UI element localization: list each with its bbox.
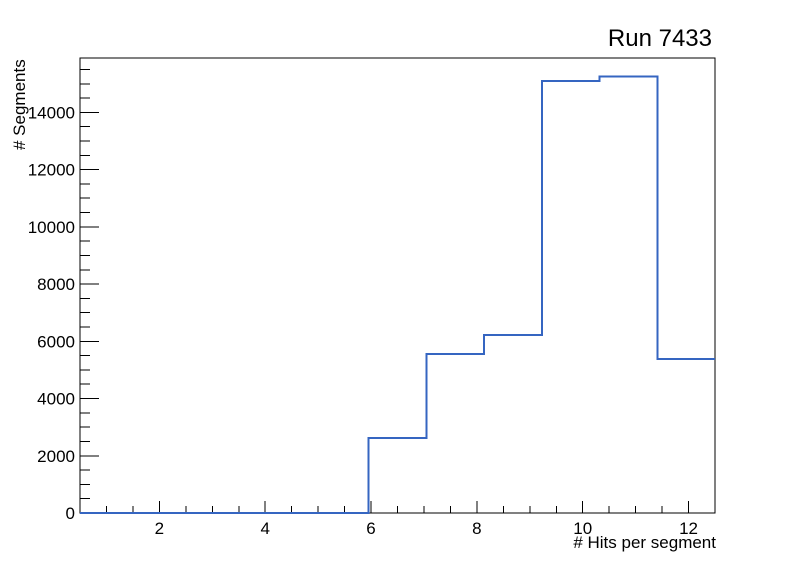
y-tick-label: 0 bbox=[66, 504, 75, 523]
x-tick-label: 2 bbox=[155, 519, 164, 538]
y-tick-label: 12000 bbox=[28, 161, 75, 180]
x-tick-label: 6 bbox=[366, 519, 375, 538]
x-tick-label: 4 bbox=[260, 519, 269, 538]
y-tick-label: 6000 bbox=[37, 332, 75, 351]
chart-title: Run 7433 bbox=[607, 25, 712, 52]
x-axis-title: # Hits per segment bbox=[573, 533, 716, 552]
histogram-step-line bbox=[80, 75, 715, 514]
y-tick-label: 8000 bbox=[37, 275, 75, 294]
axis-labels: 2 4 6 8 10 12 0 2000 4000 6000 8000 10000 12000 14000 bbox=[28, 103, 698, 538]
y-tick-label: 10000 bbox=[28, 218, 75, 237]
y-tick-label: 2000 bbox=[37, 447, 75, 466]
plot-frame bbox=[79, 57, 716, 514]
axis-ticks bbox=[80, 68, 690, 514]
y-tick-label: 14000 bbox=[28, 103, 75, 122]
x-tick-label: 12 bbox=[679, 519, 698, 538]
x-tick-label: 8 bbox=[472, 519, 481, 538]
y-tick-label: 4000 bbox=[37, 390, 75, 409]
y-axis-title: # Segments bbox=[10, 59, 29, 150]
x-tick-label: 10 bbox=[573, 519, 592, 538]
